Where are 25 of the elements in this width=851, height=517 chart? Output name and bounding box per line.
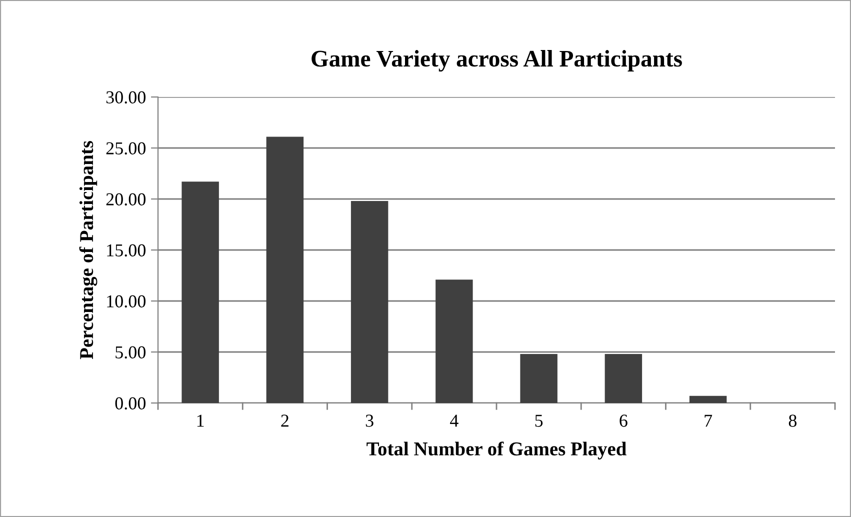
bar [689, 396, 727, 403]
x-tick-label: 1 [197, 414, 204, 427]
x-tick-label: 8 [788, 414, 797, 427]
bar [182, 182, 219, 403]
y-tick-label: 15.00 [107, 244, 146, 257]
x-tick-label: 5 [535, 414, 543, 427]
y-tick-label: 0.00 [115, 397, 146, 410]
y-axis-title: Percentage of Participants [79, 141, 98, 360]
y-tick-label: 10.00 [107, 295, 146, 308]
chart-title: Game Variety across All Participants [312, 50, 682, 72]
bar [520, 354, 558, 403]
x-tick-label: 2 [281, 414, 288, 427]
y-tick-label: 25.00 [106, 142, 146, 155]
bar [266, 136, 304, 403]
y-tick-label: 30.00 [106, 91, 146, 104]
y-tick-label: 5.00 [116, 346, 146, 359]
bar [350, 201, 388, 403]
y-tick-label: 20.00 [106, 193, 146, 206]
x-tick-label: 7 [704, 414, 712, 427]
x-tick-label: 3 [366, 414, 374, 427]
x-tick-label: 6 [620, 414, 628, 427]
bar [436, 280, 473, 403]
x-tick-label: 4 [450, 414, 458, 427]
x-axis-title: Total Number of Games Played [366, 442, 626, 460]
bar [604, 354, 642, 403]
